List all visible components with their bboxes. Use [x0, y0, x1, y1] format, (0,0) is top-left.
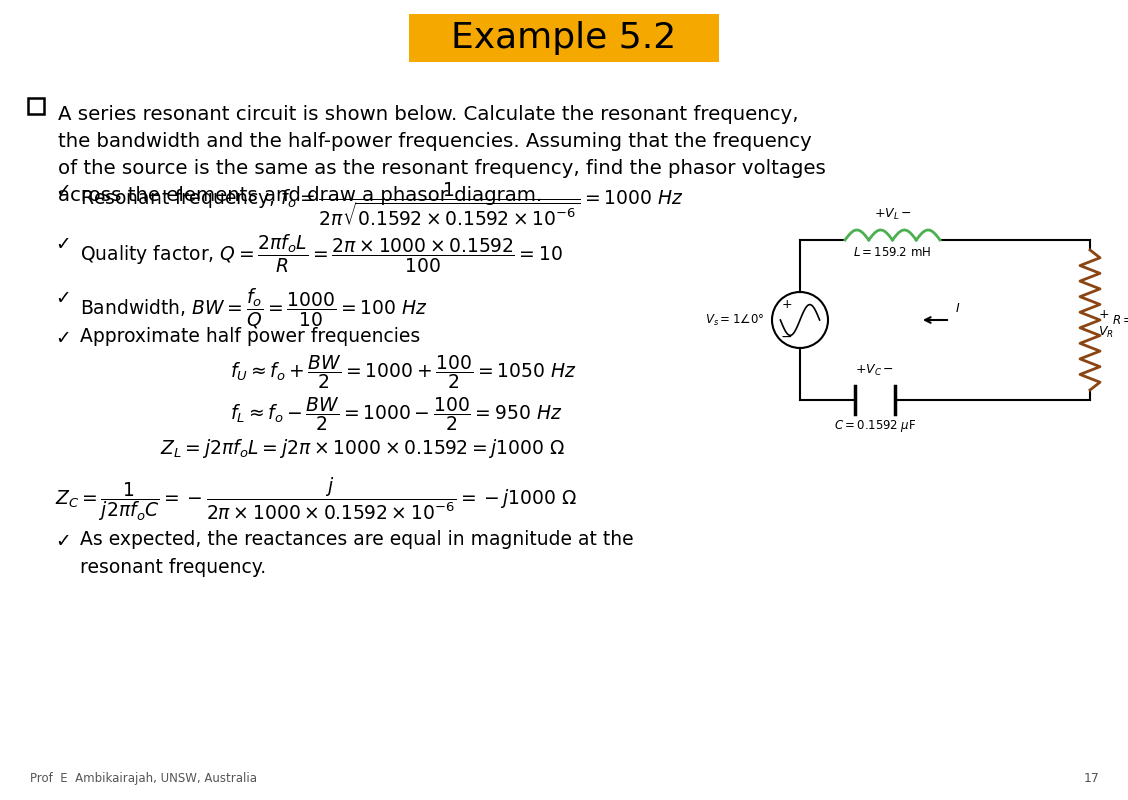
Text: $\checkmark$: $\checkmark$ [55, 180, 70, 199]
Text: $\checkmark$: $\checkmark$ [55, 530, 70, 549]
Text: Example 5.2: Example 5.2 [451, 21, 677, 55]
Text: Approximate half power frequencies: Approximate half power frequencies [80, 327, 421, 346]
Text: $C = 0.1592\ \mu\mathrm{F}$: $C = 0.1592\ \mu\mathrm{F}$ [834, 418, 916, 434]
Text: $V_s = 1\angle 0°$: $V_s = 1\angle 0°$ [705, 313, 764, 327]
Text: $R = 100\ \Omega$: $R = 100\ \Omega$ [1112, 314, 1128, 326]
Text: $Z_C = \dfrac{1}{j2\pi f_o C} = -\dfrac{j}{2\pi \times 1000 \times 0.1592 \times: $Z_C = \dfrac{1}{j2\pi f_o C} = -\dfrac{… [55, 475, 578, 523]
Text: 17: 17 [1084, 772, 1100, 785]
Text: $V_R$: $V_R$ [1098, 325, 1113, 339]
Text: Prof  E  Ambikairajah, UNSW, Australia: Prof E Ambikairajah, UNSW, Australia [30, 772, 257, 785]
Text: $L = 159.2\ \mathrm{mH}$: $L = 159.2\ \mathrm{mH}$ [854, 246, 932, 259]
Text: $\checkmark$: $\checkmark$ [55, 287, 70, 306]
Text: $Z_L = j2\pi f_o L = j2\pi \times 1000 \times 0.1592 = j1000\ \Omega$: $Z_L = j2\pi f_o L = j2\pi \times 1000 \… [160, 437, 565, 460]
Text: resonant frequency.: resonant frequency. [80, 558, 266, 577]
Text: $\checkmark$: $\checkmark$ [55, 233, 70, 252]
FancyBboxPatch shape [409, 14, 719, 62]
Text: $+ V_C -$: $+ V_C -$ [855, 363, 895, 378]
Text: Bandwidth, $BW = \dfrac{f_o}{Q} = \dfrac{1000}{10} = 100\ Hz$: Bandwidth, $BW = \dfrac{f_o}{Q} = \dfrac… [80, 287, 428, 331]
Text: the bandwidth and the half-power frequencies. Assuming that the frequency: the bandwidth and the half-power frequen… [58, 132, 812, 151]
Text: $I$: $I$ [955, 302, 960, 315]
Text: $+$: $+$ [1098, 309, 1109, 322]
Text: $f_U \approx f_o + \dfrac{BW}{2} = 1000 + \dfrac{100}{2} = 1050\ Hz$: $f_U \approx f_o + \dfrac{BW}{2} = 1000 … [230, 353, 576, 391]
Text: $-$: $-$ [779, 328, 792, 342]
Text: Quality factor, $Q = \dfrac{2\pi f_o L}{R} = \dfrac{2\pi \times 1000 \times 0.15: Quality factor, $Q = \dfrac{2\pi f_o L}{… [80, 233, 563, 275]
Text: As expected, the reactances are equal in magnitude at the: As expected, the reactances are equal in… [80, 530, 634, 549]
Text: $+ V_L -$: $+ V_L -$ [873, 207, 911, 222]
Text: A series resonant circuit is shown below. Calculate the resonant frequency,: A series resonant circuit is shown below… [58, 105, 799, 124]
Text: of the source is the same as the resonant frequency, find the phasor voltages: of the source is the same as the resonan… [58, 159, 826, 178]
Text: $\checkmark$: $\checkmark$ [55, 327, 70, 346]
Text: across the elements and draw a phasor diagram.: across the elements and draw a phasor di… [58, 186, 543, 205]
Text: $f_L \approx f_o - \dfrac{BW}{2} = 1000 - \dfrac{100}{2} = 950\ Hz$: $f_L \approx f_o - \dfrac{BW}{2} = 1000 … [230, 395, 563, 433]
Bar [28, 98, 44, 114]
Text: $+$: $+$ [781, 298, 792, 311]
Text: Resonant frequency, $f_o = \dfrac{1}{2\pi\sqrt{0.1592 \times 0.1592 \times 10^{-: Resonant frequency, $f_o = \dfrac{1}{2\p… [80, 180, 684, 228]
